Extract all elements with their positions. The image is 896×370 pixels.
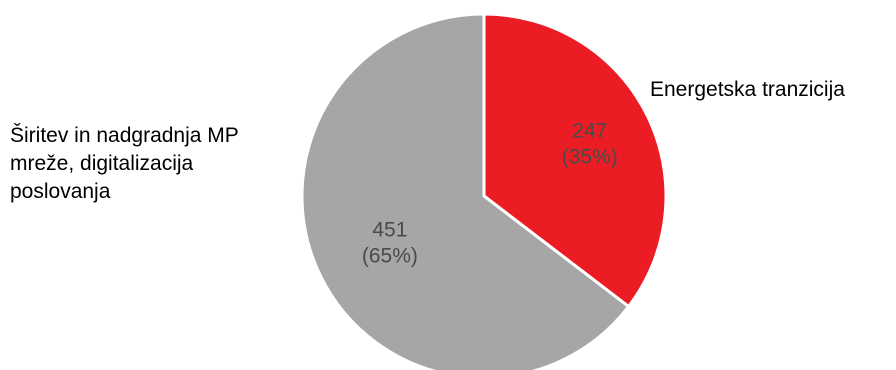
- category-label-line: Energetska tranzicija: [650, 78, 845, 101]
- slice-percent-label: (65%): [362, 245, 418, 268]
- category-label-line: mreže, digitalizacija: [10, 152, 194, 175]
- slice-percent-label: (35%): [562, 146, 618, 169]
- slice-data-label-2: 451 (65%): [362, 219, 418, 268]
- slice-value-label: 451: [372, 219, 407, 242]
- category-label-1: Energetska tranzicija: [650, 78, 845, 101]
- pie-slice-2: [300, 12, 631, 370]
- category-label-line: poslovanja: [10, 180, 111, 203]
- category-label-2: Širitev in nadgradnja MP mreže, digitaliz…: [10, 124, 239, 203]
- slice-value-label: 247: [572, 120, 607, 143]
- pie-slice-1: [482, 12, 668, 309]
- slice-data-label-1: 247 (35%): [562, 120, 618, 169]
- category-label-line: Širitev in nadgradnja MP: [10, 124, 239, 147]
